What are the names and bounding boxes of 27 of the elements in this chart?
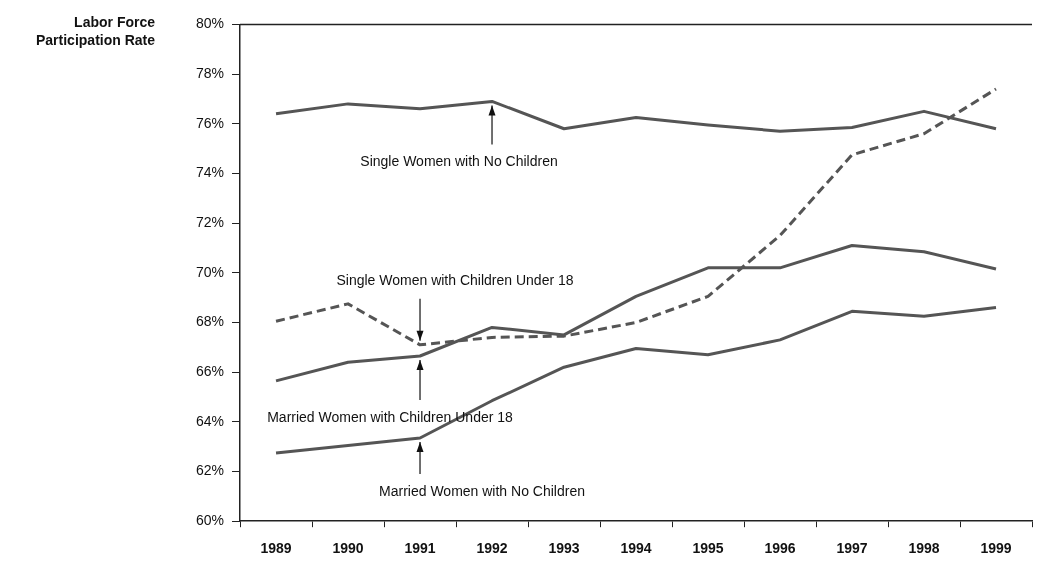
y-tick-label: 62% [195,462,225,479]
y-tick-label: 70% [195,263,225,280]
x-tick-label: 1996 [764,540,796,557]
y-axis-title: Labor Force Participation Rate [35,14,156,49]
y-tick-label: 74% [195,164,225,181]
x-tick-label: 1997 [836,540,868,557]
y-tick-label: 66% [195,363,225,380]
y-tick-label: 76% [195,114,225,131]
annotation: Single Women with Children Under 18 [336,271,574,288]
y-tick-label: 68% [195,313,225,330]
annotation: Married Women with Children Under 18 [267,408,514,425]
x-tick-label: 1999 [980,540,1012,557]
x-tick-label: 1989 [260,540,292,557]
x-tick-label: 1993 [548,540,580,557]
x-tick-label: 1990 [332,540,364,557]
x-tick-label: 1995 [692,540,724,557]
y-tick-label: 78% [195,64,225,81]
annotation: Married Women with No Children [379,482,585,499]
x-tick-label: 1994 [620,540,652,557]
annotation: Single Women with No Children [360,153,558,170]
x-tick-label: 1991 [404,540,436,557]
y-tick-label: 64% [195,412,225,429]
y-tick-label: 60% [195,512,225,529]
y-tick-label: 80% [195,15,225,32]
x-tick-label: 1992 [476,540,508,557]
y-tick-label: 72% [195,213,225,230]
x-tick-label: 1998 [908,540,940,557]
